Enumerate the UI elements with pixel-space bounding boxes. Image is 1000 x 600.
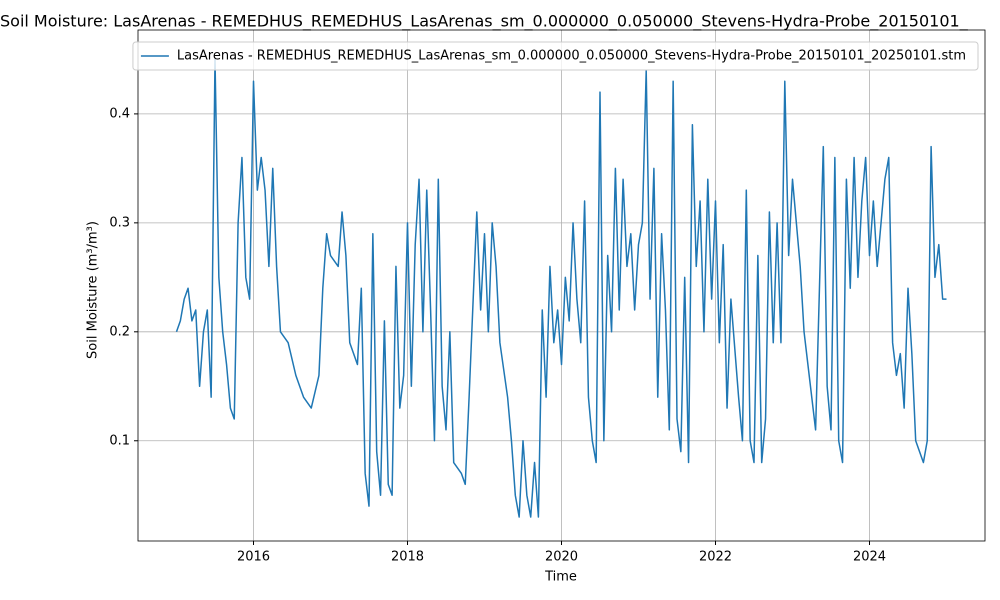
legend-box [132, 41, 979, 71]
y-axis-label: Soil Moisture (m³/m³) [86, 221, 101, 359]
y-tick-label: 0.2 [109, 324, 130, 339]
y-tick-label: 0.3 [109, 215, 130, 230]
data-line [175, 58, 947, 518]
chart-title: Soil Moisture: LasArenas - REMEDHUS_REME… [0, 12, 969, 32]
x-tick-label: 2020 [545, 550, 578, 565]
axes-frame [137, 29, 986, 542]
legend-label: LasArenas - REMEDHUS_REMEDHUS_LasArenas_… [177, 49, 966, 64]
x-axis-label: Time [544, 570, 577, 585]
x-tick-label: 2022 [699, 550, 732, 565]
x-tick-label: 2024 [853, 550, 886, 565]
x-tick-label: 2018 [391, 550, 424, 565]
y-tick-label: 0.4 [109, 106, 130, 121]
legend: LasArenas - REMEDHUS_REMEDHUS_LasArenas_… [132, 41, 979, 71]
y-tick-label: 0.1 [109, 433, 130, 448]
x-tick-label: 2016 [237, 550, 270, 565]
